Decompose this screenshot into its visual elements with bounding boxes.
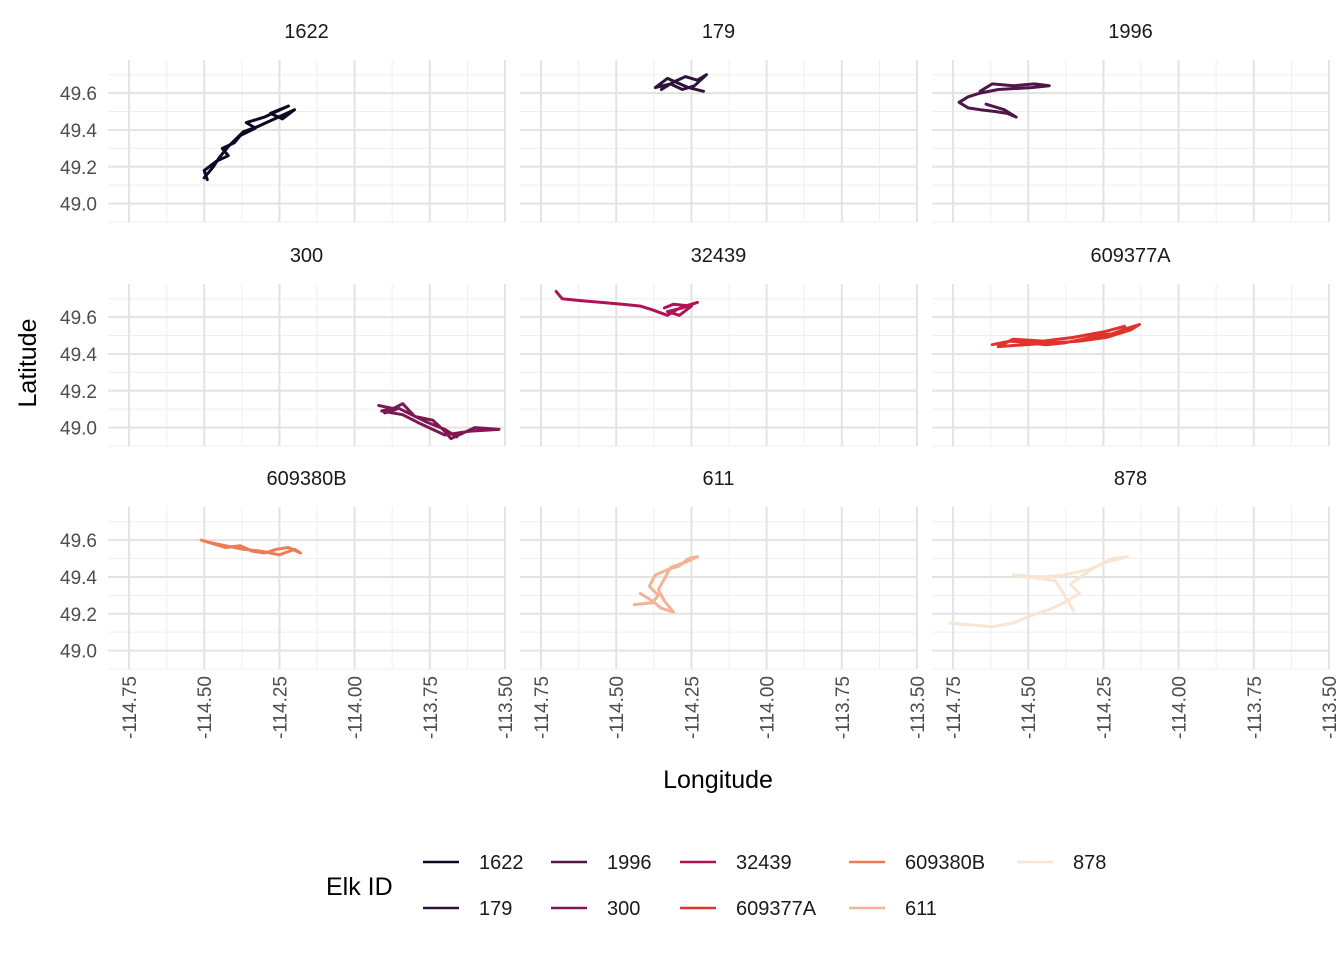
facet-panels: 1622 179 1996 300 32439 609377A 609380B 611 878 [108, 21, 1330, 670]
facet-strip-label: 300 [290, 245, 323, 267]
legend-item: 609377A [680, 898, 817, 920]
facet-strip-label: 32439 [691, 245, 747, 267]
y-tick-label: 49.0 [60, 419, 97, 440]
y-tick-label: 49.6 [60, 308, 97, 329]
x-tick-label: -114.50 [1019, 676, 1040, 739]
facet-panel: 179 [520, 21, 918, 223]
y-tick-label: 49.0 [60, 195, 97, 216]
x-tick-label: -113.75 [421, 676, 442, 739]
elk-track-line [957, 82, 1051, 119]
legend-item: 878 [1017, 852, 1106, 874]
legend-label: 609380B [905, 852, 985, 874]
x-tick-label: -114.25 [270, 676, 291, 739]
facet-strip-label: 1622 [284, 21, 329, 43]
elk-track-line [632, 555, 699, 614]
legend-label: 32439 [736, 852, 792, 874]
x-tick-label: -114.50 [607, 676, 628, 739]
legend-title: Elk ID [326, 873, 393, 901]
facet-panel: 611 [520, 468, 918, 670]
facet-strip-label: 609377A [1090, 245, 1171, 267]
legend-label: 1622 [479, 852, 524, 874]
facet-panel: 32439 [520, 245, 918, 447]
x-tick-label: -114.75 [532, 676, 553, 739]
facet-panel: 609377A [932, 245, 1330, 447]
legend-label: 609377A [736, 898, 817, 920]
facet-panel: 300 [108, 245, 506, 447]
x-tick-label: -113.50 [908, 676, 929, 739]
elk-track-line [377, 402, 501, 441]
legend-item: 32439 [680, 852, 792, 874]
facet-strip-label: 609380B [266, 468, 346, 490]
elk-track-line [990, 323, 1141, 349]
legend-label: 1996 [607, 852, 652, 874]
x-tick-label: -113.50 [496, 676, 517, 739]
facet-strip-label: 179 [702, 21, 735, 43]
axes: 49.0 49.2 49.4 49.6 49.0 49.2 49.4 49.6 49.0 49.2… [60, 84, 1341, 739]
facet-strip-label: 611 [703, 468, 735, 490]
y-tick-label: 49.4 [60, 568, 97, 589]
facet-panel: 878 [932, 468, 1330, 670]
legend-label: 300 [607, 898, 640, 920]
y-tick-label: 49.0 [60, 642, 97, 663]
elk-track-line [653, 73, 708, 93]
legend-item: 611 [849, 898, 937, 920]
x-tick-label: -113.50 [1320, 676, 1341, 739]
facet-panel: 1622 [108, 21, 506, 223]
facet-strip-label: 1996 [1108, 21, 1153, 43]
legend-item: 300 [551, 898, 640, 920]
x-tick-label: -114.00 [346, 676, 367, 739]
y-tick-label: 49.6 [60, 84, 97, 105]
y-tick-label: 49.4 [60, 345, 97, 366]
legend-item: 1622 [423, 852, 524, 874]
legend-label: 179 [479, 898, 512, 920]
elk-track-line [202, 104, 296, 182]
y-tick-label: 49.2 [60, 382, 97, 403]
legend-item: 609380B [849, 852, 985, 874]
facet-panel: 1996 [932, 21, 1330, 223]
x-tick-label: -114.75 [944, 676, 965, 739]
y-tick-label: 49.6 [60, 531, 97, 552]
legend: Elk ID 1622 179 1996 300 32439 609377A 609380B… [326, 852, 1106, 920]
elk-track-line [554, 289, 699, 317]
facet-strip-label: 878 [1114, 468, 1147, 490]
elk-track-line [948, 555, 1129, 629]
x-tick-label: -113.75 [833, 676, 854, 739]
x-tick-label: -114.50 [195, 676, 216, 739]
legend-label: 878 [1073, 852, 1106, 874]
legend-item: 179 [423, 898, 512, 920]
x-tick-label: -114.25 [1094, 676, 1115, 739]
y-tick-label: 49.2 [60, 158, 97, 179]
x-tick-label: -114.75 [120, 676, 141, 739]
legend-label: 611 [905, 898, 937, 920]
y-tick-label: 49.2 [60, 605, 97, 626]
x-axis-title: Longitude [663, 766, 773, 794]
facet-panel: 609380B [108, 468, 506, 670]
elk-track-line [199, 538, 302, 557]
x-tick-label: -114.25 [682, 676, 703, 739]
x-tick-label: -114.00 [758, 676, 779, 739]
y-axis-title: Latitude [14, 319, 42, 408]
x-tick-label: -113.75 [1245, 676, 1266, 739]
y-tick-label: 49.4 [60, 121, 97, 142]
legend-item: 1996 [551, 852, 652, 874]
x-tick-label: -114.00 [1170, 676, 1191, 739]
